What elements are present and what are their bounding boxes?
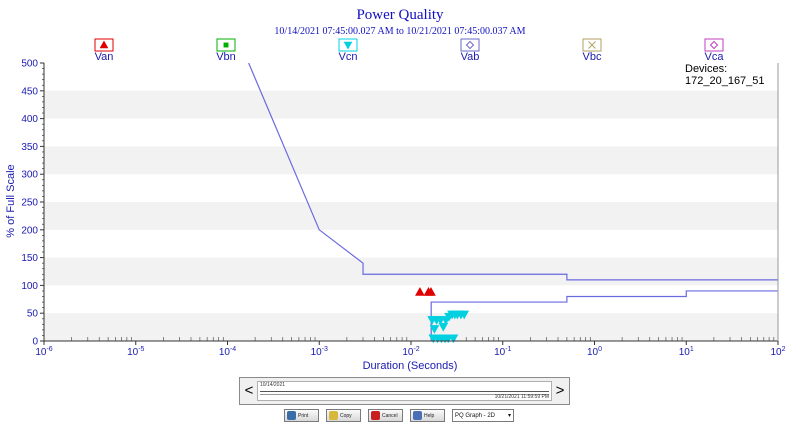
lower-tolerance-curve [430, 290, 778, 341]
x-axis-ticks: 10-6 10-5 10-4 10-3 10-2 10-1 100 101 102 [35, 341, 786, 358]
y-tick-label: 200 [21, 225, 38, 236]
data-point-van [415, 287, 425, 296]
x-tick-label: 10-5 [127, 346, 144, 358]
scroll-thumb[interactable] [260, 391, 549, 392]
legend-marker-vbn [223, 42, 229, 48]
y-axis-label: % of Full Scale [5, 164, 17, 237]
x-tick-label: 10-6 [35, 346, 52, 358]
y-tick-label: 250 [21, 198, 38, 209]
legend-label: Vbn [216, 51, 236, 63]
legend-box [704, 38, 724, 52]
grid-band [44, 90, 778, 119]
legend-marker-vab [465, 40, 475, 50]
event-points [415, 287, 470, 344]
legend-label: Van [95, 51, 114, 63]
chart-title: Power Quality [356, 7, 444, 23]
legend-marker-vca [709, 40, 719, 50]
chevron-down-icon: ▾ [507, 413, 511, 419]
cancel-icon [371, 411, 380, 420]
scroll-rail [260, 394, 549, 395]
data-point-vcn [448, 334, 459, 344]
y-tick-label: 0 [32, 337, 38, 348]
devices-value: 172_20_167_51 [685, 75, 765, 87]
chart-legend: Van Vbn Vcn Vab Vbc Vca [94, 38, 725, 63]
scroll-end-date: 10/21/2021 11:59:59 PM [494, 394, 549, 400]
x-tick-label: 10-1 [494, 346, 511, 358]
help-icon [413, 411, 422, 420]
x-tick-label: 10-4 [219, 346, 236, 358]
scroll-left-button[interactable]: < [244, 382, 254, 399]
y-tick-label: 100 [21, 281, 38, 292]
scroll-start-date: 10/14/2021 [260, 382, 286, 388]
grid-band [44, 146, 778, 175]
power-quality-chart: Power Quality 10/14/2021 07:45:00.027 AM… [5, 7, 786, 372]
x-tick-label: 10-2 [402, 346, 419, 358]
legend-label: Vca [705, 51, 725, 63]
legend-item-van: Van [94, 38, 114, 63]
legend-marker-vcn [343, 41, 353, 50]
legend-marker-van [99, 40, 109, 49]
help-button[interactable]: Help [410, 409, 445, 422]
y-tick-label: 500 [21, 59, 38, 70]
y-tick-label: 350 [21, 142, 38, 153]
print-button-label: Print [298, 412, 309, 419]
legend-marker-vbc [588, 41, 596, 49]
scroll-right-button[interactable]: > [555, 382, 565, 399]
copy-icon [329, 411, 338, 420]
copy-button[interactable]: Copy [326, 409, 361, 422]
x-axis-label: Duration (Seconds) [363, 360, 458, 372]
legend-label: Vbc [583, 51, 602, 63]
grid-bands [44, 90, 778, 341]
y-tick-label: 400 [21, 114, 38, 125]
x-tick-label: 102 [770, 346, 785, 358]
cancel-button[interactable]: Cancel [368, 409, 403, 422]
y-tick-label: 300 [21, 170, 38, 181]
data-point-van [426, 287, 436, 296]
devices-label: Devices: [685, 63, 727, 75]
x-tick-label: 101 [679, 346, 694, 358]
scroll-track[interactable]: 10/14/2021 10/21/2021 11:59:59 PM [257, 381, 552, 401]
graph-type-value: PQ Graph - 2D [455, 412, 496, 419]
print-button[interactable]: Print [284, 409, 319, 422]
grid-band [44, 257, 778, 286]
upper-tolerance-curve [248, 62, 778, 281]
data-point-vcn [429, 325, 440, 334]
date-range-scroller[interactable]: < 10/14/2021 10/21/2021 11:59:59 PM > [239, 377, 570, 405]
x-tick-label: 10-3 [311, 346, 328, 358]
help-button-label: Help [424, 412, 435, 419]
y-tick-label: 150 [21, 253, 38, 264]
y-tick-label: 450 [21, 86, 38, 97]
cancel-button-label: Cancel [382, 412, 398, 419]
x-tick-label: 100 [587, 346, 602, 358]
data-point-vcn [459, 310, 470, 320]
data-point-vcn [438, 322, 449, 332]
legend-item-vca: Vca [704, 38, 725, 63]
legend-marker-vbc-stroke [588, 41, 596, 49]
grid-band [44, 202, 778, 230]
copy-button-label: Copy [340, 412, 352, 419]
tolerance-curves [248, 62, 778, 341]
graph-type-select[interactable]: PQ Graph - 2D ▾ [452, 409, 514, 422]
printer-icon [287, 411, 296, 420]
toolbar: Print Copy Cancel Help PQ Graph - 2D ▾ [284, 408, 514, 423]
legend-item-vcn: Vcn [338, 38, 358, 63]
legend-box [460, 38, 480, 52]
y-axis-ticks: 0 50 100 150 200 250 300 350 400 450 500 [21, 59, 44, 348]
legend-label: Vcn [339, 51, 358, 63]
legend-item-vbn: Vbn [216, 38, 236, 63]
chart-subtitle: 10/14/2021 07:45:00.027 AM to 10/21/2021… [274, 26, 525, 37]
grid-band [44, 313, 778, 341]
y-tick-label: 50 [27, 309, 39, 320]
legend-item-vbc: Vbc [582, 38, 602, 63]
legend-label: Vab [461, 51, 480, 63]
legend-item-vab: Vab [460, 38, 480, 63]
